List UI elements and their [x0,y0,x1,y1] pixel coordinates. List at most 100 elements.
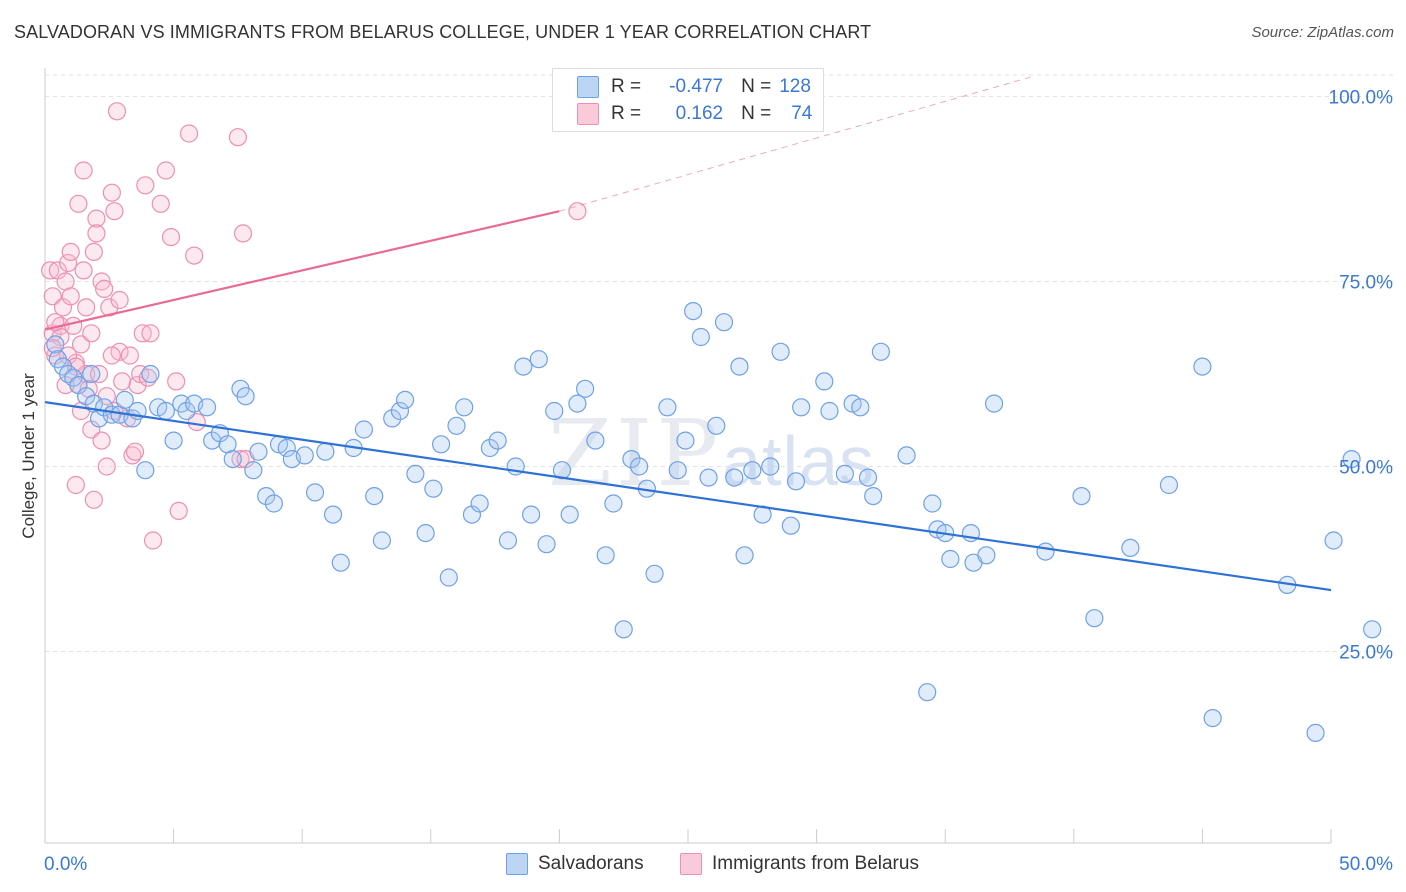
data-point-belarus [89,364,109,384]
data-point-belarus [110,290,129,310]
data-point-salvadoran [835,464,854,483]
trend-line-belarus [44,210,560,331]
data-point-salvadoran [305,483,325,502]
data-point-salvadoran [416,523,435,543]
data-point-belarus [66,357,85,376]
data-point-salvadoran [576,379,595,398]
data-point-salvadoran [691,327,710,347]
data-point-salvadoran [236,387,255,406]
data-point-salvadoran [316,442,335,461]
data-point-salvadoran [82,364,101,384]
legend-row-belarus: R = 0.162 N = 74 [577,101,812,127]
x-tick-label: 0.0% [44,854,87,875]
data-point-salvadoran [586,431,605,450]
bottom-swatch-belarus [680,853,702,875]
data-point-salvadoran [141,364,160,384]
data-point-belarus [59,253,78,273]
data-point-belarus [64,316,83,335]
data-point-salvadoran [676,431,695,450]
bottom-legend-salvadorans[interactable]: Salvadorans [506,852,644,876]
salvadoran-points [46,302,1382,743]
data-point-belarus [61,287,80,306]
data-point-belarus [120,346,139,365]
data-point-salvadoran [668,461,687,480]
data-point-belarus [84,490,103,509]
data-point-salvadoran [406,464,425,483]
data-point-salvadoran [470,494,489,513]
data-point-belarus [156,161,175,180]
y-tick-label: 50.0% [1339,458,1393,479]
data-point-belarus [74,161,93,180]
data-point-belarus [43,287,62,306]
data-point-salvadoran [1342,450,1361,469]
belarus-points [41,102,587,550]
data-point-salvadoran [735,546,754,565]
data-point-salvadoran [365,487,384,506]
data-point-salvadoran [354,420,374,439]
data-point-salvadoran [136,461,155,480]
data-point-salvadoran [1085,609,1104,628]
legend-row-salvadorans: R = -0.477 N = 128 [577,74,811,100]
data-point-belarus [102,183,121,202]
data-point-belarus [167,372,186,391]
data-point-salvadoran [871,342,891,361]
data-point-belarus [102,346,121,365]
data-point-salvadoran [918,683,937,702]
data-point-salvadoran [1306,723,1325,743]
data-point-salvadoran [897,446,916,465]
data-point-belarus [233,224,253,243]
legend-r-label: R = [611,103,642,124]
data-point-belarus [69,194,88,213]
data-point-salvadoran [488,431,507,450]
data-point-salvadoran [277,438,296,458]
tick-labels: 100.0% 75.0% 50.0% 25.0% 0.0% 50.0% College, U… [19,88,1393,876]
data-point-belarus [161,228,181,247]
data-point-salvadoran [761,457,780,476]
data-point-salvadoran [498,531,518,550]
data-point-salvadoran [295,446,314,465]
y-tick-label: 75.0% [1339,273,1393,294]
data-point-salvadoran [622,450,641,469]
data-point-salvadoran [1324,531,1343,550]
data-point-salvadoran [786,472,806,491]
data-point-salvadoran [730,357,749,376]
data-point-belarus [92,272,111,291]
data-point-salvadoran [447,416,466,435]
data-point-salvadoran [815,372,834,391]
data-point-salvadoran [699,468,718,487]
data-point-belarus [41,261,60,280]
data-point-belarus [136,176,155,195]
trend-line-salvadorans [44,401,1332,592]
watermark-atlas: atlas [722,422,876,500]
stats-legend: R = -0.477 N = 128 R = 0.162 N = 74 [552,68,824,132]
data-point-salvadoran [455,398,474,417]
data-point-salvadoran [781,516,800,535]
data-point-belarus [107,102,127,121]
data-point-belarus [141,324,160,343]
data-point-belarus [128,376,147,395]
data-point-belarus [143,531,163,550]
legend-r-value: -0.477 [669,76,724,97]
data-point-salvadoran [858,468,878,487]
x-tick-label: 50.0% [1339,854,1393,875]
data-point-belarus [74,261,93,280]
data-point-belarus [61,242,80,261]
data-point-salvadoran [197,398,217,417]
data-point-salvadoran [658,398,677,417]
legend-swatch-salvadorans [577,76,599,98]
data-point-salvadoran [323,505,343,524]
bottom-legend-belarus[interactable]: Immigrants from Belarus [680,852,919,876]
data-point-salvadoran [264,494,284,513]
data-point-salvadoran [522,505,541,524]
data-point-salvadoran [480,438,500,458]
data-point-salvadoran [851,398,870,417]
data-point-salvadoran [1203,708,1222,728]
data-point-belarus [77,298,96,317]
trend-line-belarus-extension [559,76,1033,212]
data-point-salvadoran [923,494,942,513]
source-label[interactable]: Source: ZipAtlas.com [1251,24,1394,41]
data-point-salvadoran [545,401,564,421]
data-point-salvadoran [1072,487,1091,506]
bottom-legend-label: Immigrants from Belarus [712,853,919,874]
